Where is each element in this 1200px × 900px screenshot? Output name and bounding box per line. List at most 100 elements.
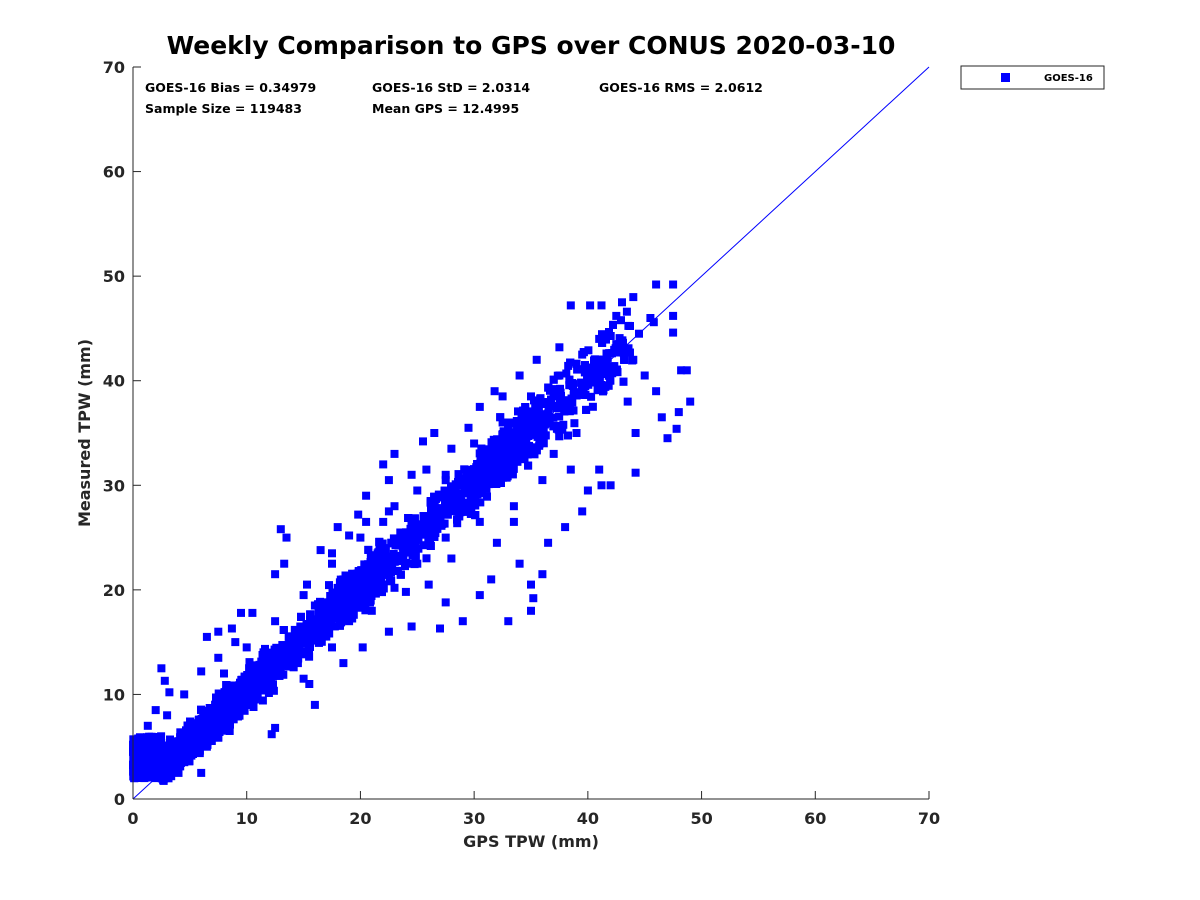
scatter-point xyxy=(161,763,170,772)
scatter-point xyxy=(466,509,475,518)
scatter-point xyxy=(246,662,255,671)
scatter-point xyxy=(593,371,602,380)
scatter-point xyxy=(156,743,165,752)
scatter-point xyxy=(441,476,450,485)
scatter-point xyxy=(532,421,541,430)
scatter-point xyxy=(509,464,518,473)
scatter-point xyxy=(617,336,626,345)
scatter-point xyxy=(487,463,496,472)
scatter-point xyxy=(451,484,460,493)
scatter-point xyxy=(388,554,397,563)
scatter-point xyxy=(498,446,507,455)
scatter-point xyxy=(524,461,533,470)
scatter-point xyxy=(420,516,429,525)
scatter-point xyxy=(316,636,324,645)
scatter-point xyxy=(415,526,424,535)
scatter-point xyxy=(316,597,324,606)
scatter-point xyxy=(478,449,487,458)
scatter-point xyxy=(441,500,450,509)
scatter-point xyxy=(328,588,337,597)
scatter-point xyxy=(520,454,529,463)
scatter-point xyxy=(555,412,564,421)
scatter-point xyxy=(584,346,593,355)
scatter-point xyxy=(541,431,550,440)
scatter-point xyxy=(245,658,254,667)
chart-title: Weekly Comparison to GPS over CONUS 2020… xyxy=(167,31,896,60)
plot-area xyxy=(129,66,930,800)
scatter-point xyxy=(486,471,495,480)
scatter-point xyxy=(544,409,553,418)
scatter-point xyxy=(290,625,299,634)
scatter-point xyxy=(552,404,561,412)
scatter-point xyxy=(622,307,631,316)
scatter-point xyxy=(429,508,438,517)
scatter-point xyxy=(482,484,491,493)
scatter-point xyxy=(222,681,231,689)
scatter-point xyxy=(279,659,288,668)
scatter-point xyxy=(365,592,374,601)
scatter-point xyxy=(559,404,567,412)
scatter-point xyxy=(598,369,607,378)
scatter-point xyxy=(612,365,621,374)
scatter-point xyxy=(624,344,633,353)
scatter-point xyxy=(477,483,486,492)
scatter-point xyxy=(147,732,156,741)
scatter-point xyxy=(408,530,417,539)
scatter-point xyxy=(562,369,571,378)
scatter-point xyxy=(524,422,533,431)
scatter-point xyxy=(428,524,437,533)
scatter-point xyxy=(438,519,447,528)
scatter-point xyxy=(454,470,463,479)
scatter-point xyxy=(582,405,591,414)
scatter-point xyxy=(258,696,267,705)
scatter-point xyxy=(609,320,617,329)
scatter-point xyxy=(336,614,345,623)
scatter-point xyxy=(387,538,396,547)
scatter-point xyxy=(391,535,400,544)
scatter-point xyxy=(620,355,629,364)
scatter-point xyxy=(471,511,480,520)
scatter-point xyxy=(547,401,556,410)
scatter-point xyxy=(139,749,148,758)
scatter-point xyxy=(278,641,287,650)
scatter-point xyxy=(419,541,428,550)
scatter-point xyxy=(375,537,384,546)
scatter-point xyxy=(448,506,457,514)
scatter-point xyxy=(321,598,330,607)
scatter-point xyxy=(496,478,505,487)
scatter-point xyxy=(166,735,174,744)
scatter-point xyxy=(174,744,182,753)
scatter-point xyxy=(376,571,385,580)
scatter-point xyxy=(536,394,545,403)
scatter-point xyxy=(601,382,610,391)
scatter-point xyxy=(176,728,185,737)
scatter-point xyxy=(349,606,358,615)
scatter-point xyxy=(401,562,409,571)
scatter-point xyxy=(599,387,607,396)
scatter-point xyxy=(316,606,325,615)
scatter-point xyxy=(187,721,196,730)
scatter-point xyxy=(273,667,282,676)
scatter-point xyxy=(483,475,492,484)
scatter-point xyxy=(551,385,560,394)
scatter-point xyxy=(373,576,382,585)
scatter-point xyxy=(504,421,513,430)
scatter-point xyxy=(297,612,305,621)
scatter-point xyxy=(233,712,242,721)
scatter-point xyxy=(460,465,469,474)
scatter-point xyxy=(226,720,234,729)
scatter-point xyxy=(606,376,615,385)
scatter-point xyxy=(483,492,491,501)
scatter-point xyxy=(207,734,215,743)
scatter-point xyxy=(625,348,634,357)
scatter-point xyxy=(212,694,221,703)
scatter-point xyxy=(325,581,333,590)
scatter-point xyxy=(354,567,363,576)
scatter-point xyxy=(532,406,541,415)
scatter-point xyxy=(389,549,398,558)
scatter-point xyxy=(361,606,370,615)
scatter-point xyxy=(496,413,505,422)
scatter-point xyxy=(462,484,471,492)
scatter-point xyxy=(577,385,586,394)
scatter-point xyxy=(580,368,589,377)
